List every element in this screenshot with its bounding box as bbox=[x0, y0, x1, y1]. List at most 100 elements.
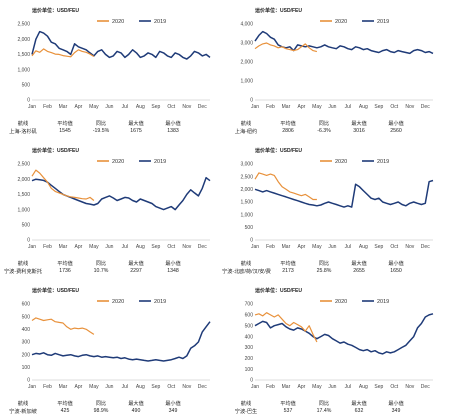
x-tick-label: Oct bbox=[390, 104, 398, 110]
stats-value: 宁波-费利克斯托 bbox=[3, 269, 43, 275]
stats-value: 10.7% bbox=[93, 268, 109, 274]
x-tick-label: Oct bbox=[167, 244, 175, 250]
stats-header: 最小值 bbox=[165, 261, 181, 267]
x-tick-label: Aug bbox=[359, 244, 368, 250]
x-tick-label: Sep bbox=[151, 104, 160, 110]
x-tick-label: Feb bbox=[43, 384, 52, 390]
x-tick-label: Apr bbox=[75, 244, 83, 250]
y-tick-label: 2,000 bbox=[17, 37, 30, 43]
stats-header: 航线 bbox=[240, 121, 252, 127]
y-tick-label: 3,000 bbox=[240, 162, 253, 168]
unit-label: 运价单位：USD/FEU bbox=[255, 7, 302, 14]
stats-header: 平均值 bbox=[57, 121, 73, 127]
legend-label-2020: 2020 bbox=[112, 299, 124, 305]
stats-table: 航线 平均值 同比 最大值 最小值 上海-纽约 2806 -6.3% 3016 2560 bbox=[228, 118, 448, 136]
stats-value: 490 bbox=[131, 408, 141, 414]
stats-header: 同比 bbox=[95, 401, 107, 407]
x-tick-label: May bbox=[89, 104, 99, 110]
line-chart: 运价单位：USD/FEU 2020 2019 0 500 1,000 1,500 2,000 2… bbox=[17, 7, 211, 110]
y-tick-label: 2,000 bbox=[17, 177, 30, 183]
stats-value: 上海-洛杉矶 bbox=[9, 129, 37, 135]
x-tick-label: Jul bbox=[345, 384, 351, 390]
series-line-2020 bbox=[254, 42, 318, 53]
x-tick-label: Oct bbox=[390, 244, 398, 250]
x-tick-label: Feb bbox=[43, 244, 52, 250]
stats-value: 2655 bbox=[353, 268, 365, 274]
chart-panel-1: 运价单位：USD/FEU 2020 2019 0 500 1,000 1,500 2,000 2… bbox=[5, 2, 225, 137]
y-tick-label: 0 bbox=[27, 378, 30, 384]
y-tick-label: 700 bbox=[245, 302, 254, 308]
y-tick-label: 500 bbox=[22, 223, 31, 229]
y-tick-label: 200 bbox=[245, 356, 254, 362]
line-chart: 运价单位：USD/FEU 2020 2019 0 100 200 300 400 500 600 J… bbox=[22, 287, 211, 390]
x-tick-label: Mar bbox=[59, 104, 68, 110]
stats-header: 航线 bbox=[17, 401, 29, 407]
stats-header: 同比 bbox=[95, 261, 107, 267]
stats-header: 最大值 bbox=[128, 401, 144, 407]
x-tick-label: Jan bbox=[28, 384, 36, 390]
y-tick-label: 300 bbox=[22, 340, 31, 346]
stats-value: 1650 bbox=[390, 268, 402, 274]
y-tick-label: 0 bbox=[250, 98, 253, 104]
y-tick-label: 2,500 bbox=[240, 174, 253, 180]
y-tick-label: 0 bbox=[27, 98, 30, 104]
unit-label: 运价单位：USD/FEU bbox=[32, 147, 79, 154]
x-tick-label: Apr bbox=[75, 384, 83, 390]
x-tick-label: Nov bbox=[182, 244, 191, 250]
stats-header: 平均值 bbox=[280, 121, 296, 127]
x-tick-label: May bbox=[312, 104, 322, 110]
x-tick-label: May bbox=[89, 244, 99, 250]
chart-panel-5: 运价单位：USD/FEU 2020 2019 0 100 200 300 400 500 600 J… bbox=[5, 282, 225, 417]
legend-label-2020: 2020 bbox=[335, 299, 347, 305]
stats-header: 最小值 bbox=[388, 261, 404, 267]
y-tick-label: 500 bbox=[22, 83, 31, 89]
legend-label-2019: 2019 bbox=[154, 299, 166, 305]
x-tick-label: Nov bbox=[182, 104, 191, 110]
stats-header: 最大值 bbox=[351, 261, 367, 267]
x-tick-label: Apr bbox=[298, 104, 306, 110]
stats-header: 最大值 bbox=[128, 261, 144, 267]
line-chart: 运价单位：USD/FEU 2020 2019 0 500 1,000 1,500 2,000 2… bbox=[17, 147, 211, 250]
y-tick-label: 100 bbox=[245, 367, 254, 373]
x-tick-label: May bbox=[89, 384, 99, 390]
series-line-2020 bbox=[254, 172, 317, 201]
x-tick-label: Nov bbox=[405, 244, 414, 250]
x-tick-label: Jun bbox=[328, 244, 336, 250]
x-tick-label: Jun bbox=[328, 384, 336, 390]
x-tick-label: Apr bbox=[298, 384, 306, 390]
y-tick-label: 1,500 bbox=[17, 52, 30, 58]
x-tick-label: Aug bbox=[136, 244, 145, 250]
stats-value: 上海-纽约 bbox=[234, 129, 258, 135]
x-tick-label: Sep bbox=[374, 104, 383, 110]
line-chart: 运价单位：USD/FEU 2020 2019 0 100 200 300 400 500 600 7… bbox=[245, 287, 434, 390]
stats-table: 航线 平均值 同比 最大值 最小值 宁波-费利克斯托 1736 10.7% 2297 1348 bbox=[4, 258, 225, 276]
stats-header: 最小值 bbox=[165, 401, 181, 407]
series-line-2019 bbox=[254, 313, 434, 355]
stats-value: 537 bbox=[283, 408, 293, 414]
x-tick-label: Apr bbox=[298, 244, 306, 250]
stats-header: 同比 bbox=[318, 121, 330, 127]
stats-header: 航线 bbox=[240, 261, 252, 267]
series-line-2020 bbox=[31, 48, 95, 58]
series-line-2020 bbox=[31, 169, 95, 201]
x-tick-label: Jan bbox=[251, 104, 259, 110]
y-tick-label: 600 bbox=[22, 302, 31, 308]
x-tick-label: Jan bbox=[28, 244, 36, 250]
x-tick-label: May bbox=[312, 244, 322, 250]
y-tick-label: 2,000 bbox=[240, 187, 253, 193]
stats-header: 同比 bbox=[318, 261, 330, 267]
x-tick-label: Nov bbox=[405, 104, 414, 110]
stats-table: 航线 平均值 同比 最大值 最小值 宁波-巴生 537 17.4% 632 349 bbox=[228, 398, 448, 416]
x-tick-label: Feb bbox=[266, 384, 275, 390]
y-tick-label: 0 bbox=[250, 238, 253, 244]
x-tick-label: Aug bbox=[136, 104, 145, 110]
stats-value: 17.4% bbox=[316, 408, 332, 414]
chart-panel-3: 运价单位：USD/FEU 2020 2019 0 500 1,000 1,500 2,000 2… bbox=[4, 142, 225, 277]
y-tick-label: 1,000 bbox=[240, 79, 253, 85]
x-tick-label: Feb bbox=[266, 104, 275, 110]
stats-value: 98.9% bbox=[93, 408, 109, 414]
legend-label-2019: 2019 bbox=[377, 299, 389, 305]
x-tick-label: Dec bbox=[198, 384, 207, 390]
y-tick-label: 500 bbox=[22, 314, 31, 320]
legend-label-2019: 2019 bbox=[377, 19, 389, 25]
